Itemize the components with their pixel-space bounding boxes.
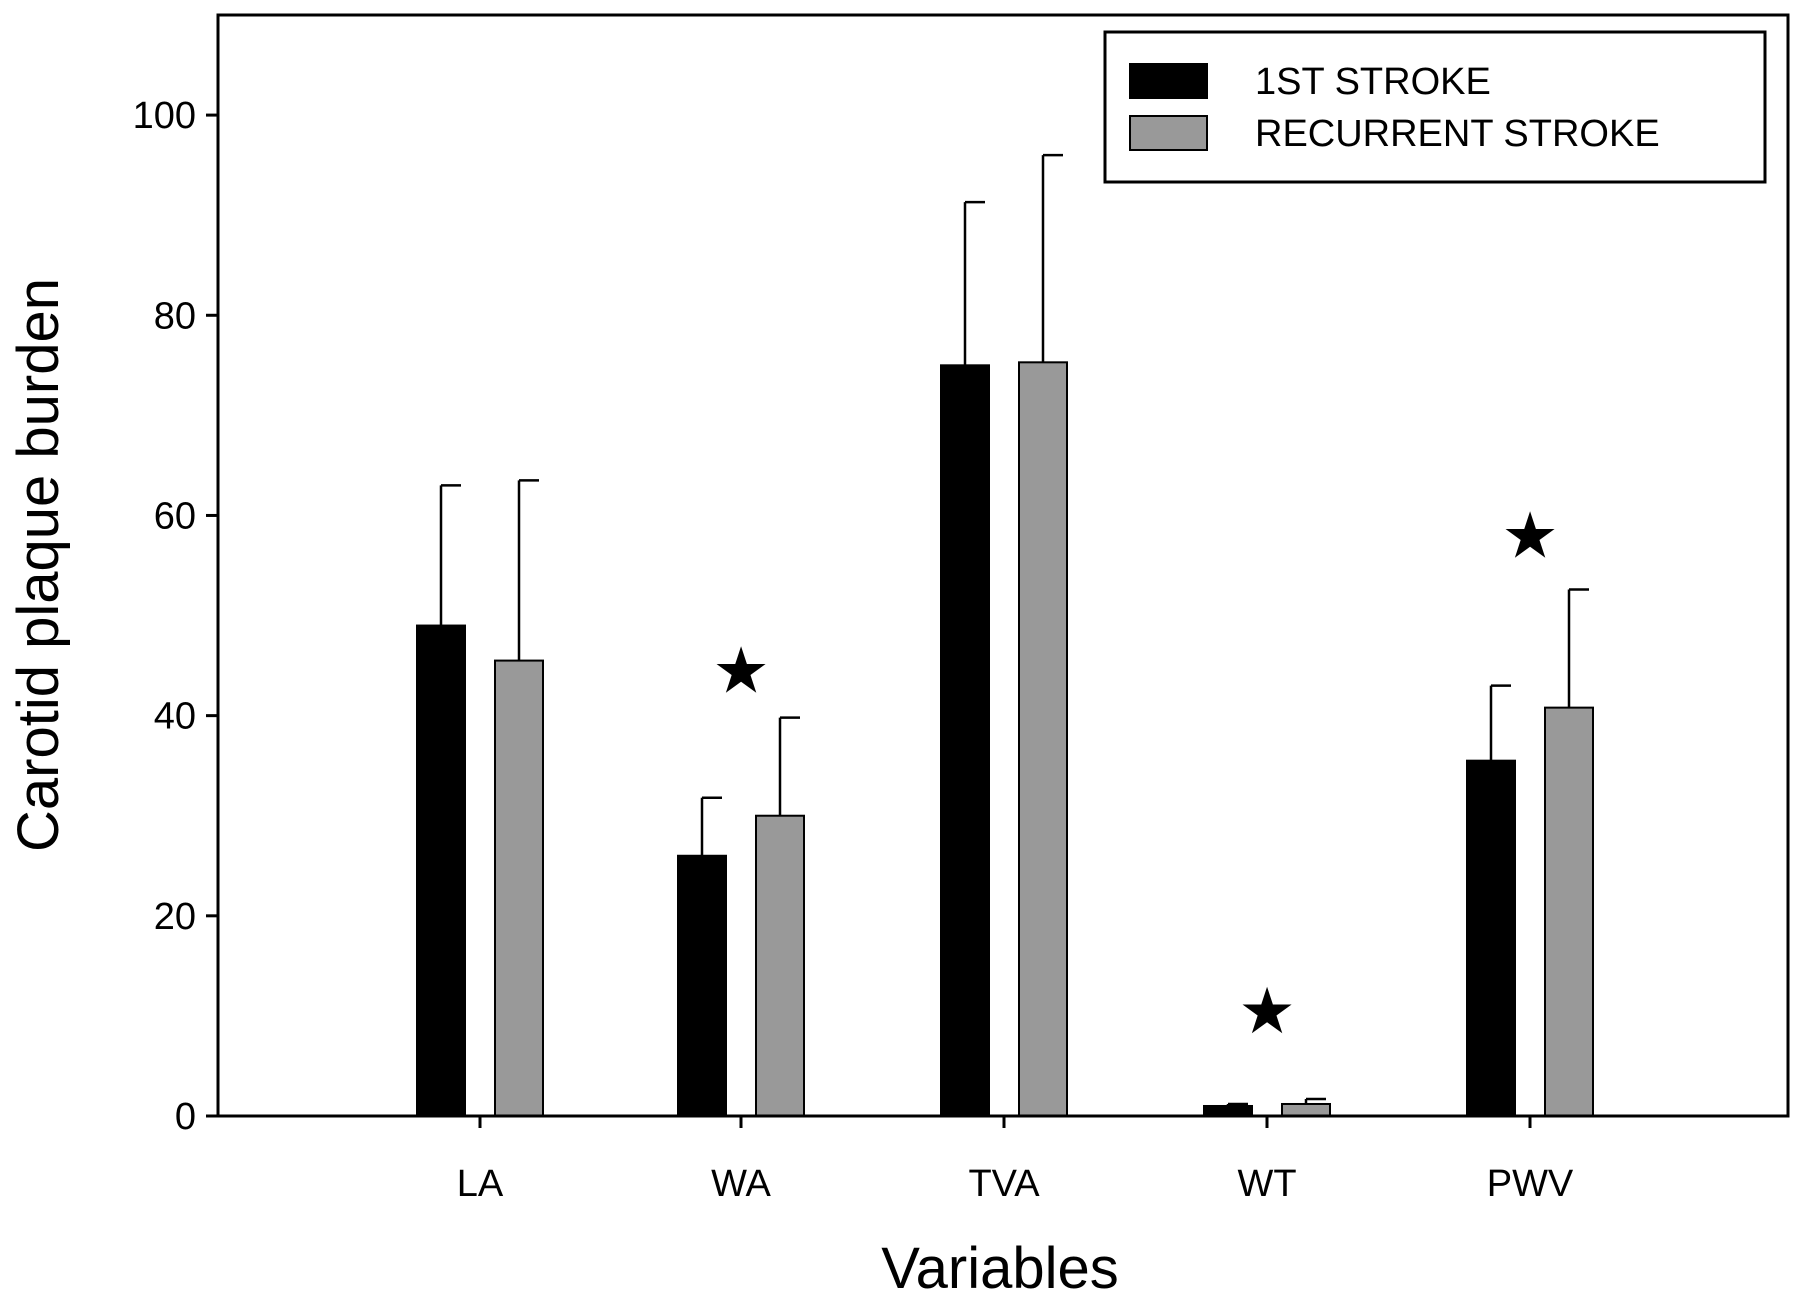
x-tick-label-wt: WT <box>1237 1163 1296 1205</box>
bar-tva-recurrent-stroke <box>1018 361 1068 1118</box>
legend-frame <box>1103 30 1767 184</box>
y-tick-label-80: 80 <box>154 295 196 337</box>
y-tick-label-60: 60 <box>154 495 196 537</box>
x-tick-label-la: LA <box>457 1163 504 1205</box>
bar-wt-recurrent-stroke <box>1281 1102 1331 1118</box>
y-axis-ticks: 0 20 40 60 80 100 <box>133 95 218 1138</box>
legend: 1ST STROKE RECURRENT STROKE <box>1103 30 1767 184</box>
y-tick-label-0: 0 <box>175 1096 196 1138</box>
y-tick-label-100: 100 <box>133 95 196 137</box>
bar-pwv-recurrent-stroke <box>1544 706 1594 1117</box>
bar-la-1st-stroke <box>416 624 466 1118</box>
legend-label-recurrent-stroke: RECURRENT STROKE <box>1255 113 1660 155</box>
x-axis-ticks: LA WA TVA WT PWV <box>457 1116 1574 1205</box>
bar-wa-recurrent-stroke <box>755 814 805 1118</box>
legend-label-1st-stroke: 1ST STROKE <box>1255 61 1491 103</box>
significance-star-wt: ★ <box>1238 975 1295 1047</box>
bar-wt-1st-stroke <box>1203 1104 1253 1118</box>
x-tick-label-wa: WA <box>711 1163 771 1205</box>
legend-swatch-1st-stroke <box>1129 63 1208 99</box>
x-tick-label-pwv: PWV <box>1487 1163 1574 1205</box>
y-tick-label-40: 40 <box>154 696 196 738</box>
bar-la-recurrent-stroke <box>494 659 544 1117</box>
error-bars-group <box>439 153 1589 1106</box>
bar-pwv-1st-stroke <box>1466 759 1516 1117</box>
x-tick-label-tva: TVA <box>968 1163 1040 1205</box>
legend-swatch-recurrent-stroke <box>1129 115 1208 151</box>
significance-star-wa: ★ <box>712 635 769 707</box>
y-axis-title: Carotid plaque burden <box>6 278 71 852</box>
significance-star-pwv: ★ <box>1501 499 1558 571</box>
y-tick-label-20: 20 <box>154 896 196 938</box>
bar-wa-1st-stroke <box>677 854 727 1117</box>
significance-markers-group: ★ ★ ★ <box>712 499 1558 1046</box>
x-axis-title: Variables <box>881 1236 1119 1301</box>
bar-tva-1st-stroke <box>940 364 990 1117</box>
